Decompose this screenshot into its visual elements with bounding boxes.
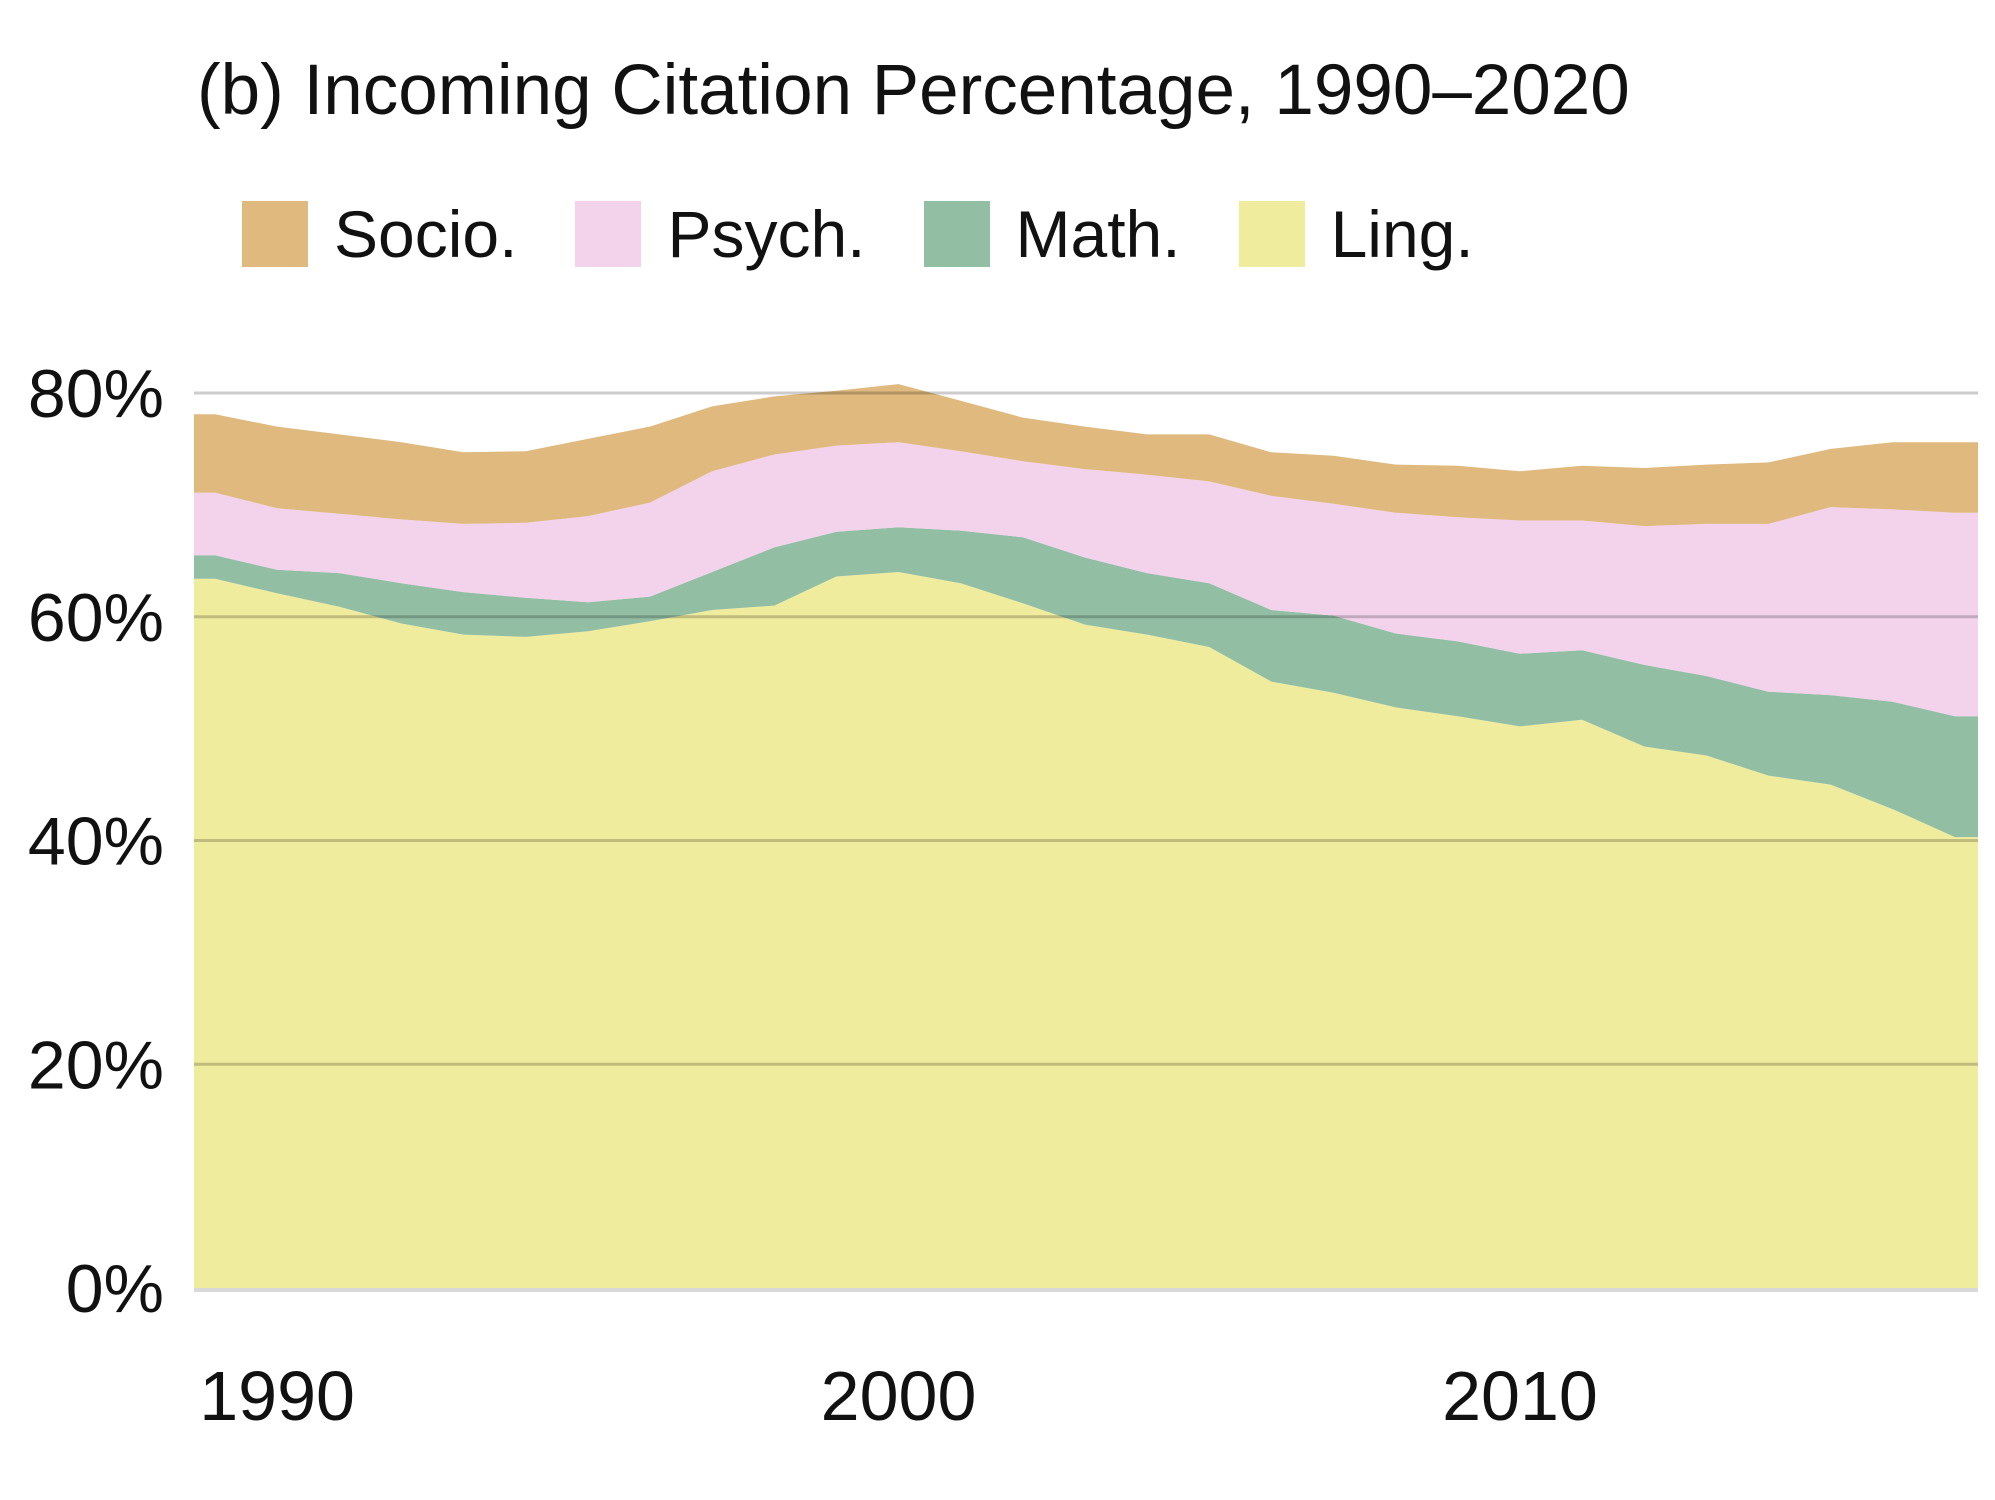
legend-swatch-icon (923, 201, 990, 267)
legend-item-socio: Socio. (242, 199, 517, 269)
y-tick-label-60: 60% (28, 580, 164, 656)
area-socio (194, 384, 1978, 527)
x-tick-label-2000: 2000 (821, 1357, 977, 1435)
chart-title: (b) Incoming Citation Percentage, 1990–2… (197, 51, 1630, 130)
legend: Socio. Psych. Math. Ling. (242, 199, 1532, 269)
y-tick-label-0: 0% (66, 1251, 164, 1327)
legend-label: Ling. (1330, 197, 1474, 271)
legend-label: Math. (1015, 197, 1181, 271)
legend-swatch-icon (575, 201, 642, 267)
y-tick-label-80: 80% (28, 356, 164, 432)
x-tick-label-2010: 2010 (1442, 1357, 1598, 1435)
y-tick-label-20: 20% (28, 1027, 164, 1103)
x-tick-label-1990: 1990 (199, 1357, 355, 1435)
area-psych (194, 442, 1978, 717)
legend-swatch-icon (242, 201, 308, 267)
legend-item-ling: Ling. (1238, 197, 1474, 271)
legend-swatch-icon (1238, 201, 1305, 267)
area-math (194, 527, 1978, 838)
legend-item-psych: Psych. (575, 197, 866, 271)
y-tick-label-40: 40% (28, 804, 164, 880)
legend-label: Psych. (667, 197, 866, 271)
legend-item-math: Math. (923, 197, 1181, 271)
legend-label: Socio. (334, 197, 518, 271)
area-ling (194, 572, 1978, 1288)
